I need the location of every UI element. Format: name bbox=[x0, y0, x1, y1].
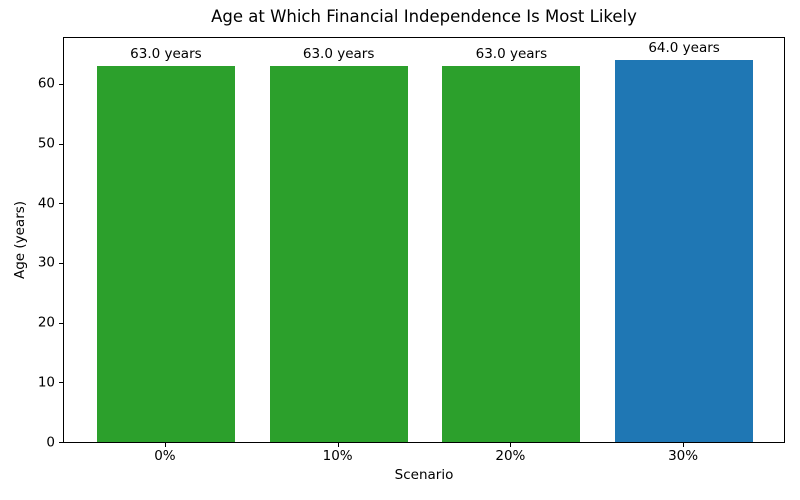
bar-10% bbox=[269, 66, 408, 442]
bar-value-label: 64.0 years bbox=[648, 39, 720, 56]
bar-value-label: 63.0 years bbox=[130, 45, 202, 62]
y-tick-label: 20 bbox=[37, 314, 55, 331]
chart-title: Age at Which Financial Independence Is M… bbox=[211, 7, 637, 26]
x-tick-label: 20% bbox=[495, 448, 526, 464]
y-tick bbox=[59, 382, 63, 384]
bar-20% bbox=[442, 66, 581, 442]
y-tick-label: 50 bbox=[37, 135, 55, 152]
y-tick bbox=[59, 143, 63, 145]
x-tick bbox=[683, 443, 685, 447]
x-tick bbox=[337, 443, 339, 447]
plot-area: 63.0 years 63.0 years 63.0 years 64.0 years bbox=[63, 37, 785, 443]
y-tick bbox=[59, 322, 63, 324]
y-tick-label: 60 bbox=[37, 75, 55, 92]
x-tick-label: 0% bbox=[154, 448, 176, 464]
bar-0% bbox=[96, 66, 235, 442]
bar-30% bbox=[615, 60, 754, 442]
y-tick-label: 10 bbox=[37, 374, 55, 391]
x-axis-label: Scenario bbox=[394, 467, 454, 483]
bar-value-label: 63.0 years bbox=[475, 45, 548, 62]
y-tick bbox=[59, 442, 63, 443]
x-tick-label: 10% bbox=[322, 448, 353, 464]
y-tick bbox=[59, 262, 63, 264]
x-tick-label: 30% bbox=[668, 448, 699, 464]
y-tick bbox=[59, 83, 63, 85]
y-tick-label: 30 bbox=[37, 254, 55, 271]
y-tick-label: 0 bbox=[46, 433, 55, 450]
x-tick bbox=[510, 443, 512, 447]
y-tick-label: 40 bbox=[37, 195, 55, 212]
bar-value-label: 63.0 years bbox=[302, 45, 375, 62]
y-tick bbox=[59, 203, 63, 205]
x-tick bbox=[164, 443, 166, 447]
